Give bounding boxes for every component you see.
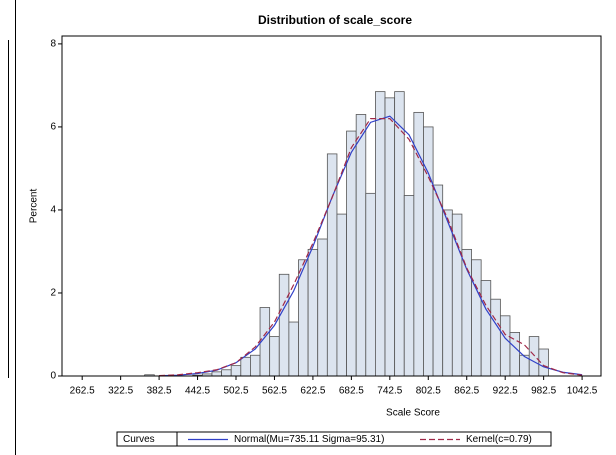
curve bbox=[159, 115, 583, 377]
bar bbox=[211, 371, 222, 377]
legend-label: Kernel(c=0.79) bbox=[466, 434, 532, 445]
bar bbox=[394, 91, 405, 377]
bar bbox=[413, 111, 424, 377]
x-tick-label: 922.5 bbox=[493, 386, 518, 397]
bar bbox=[278, 273, 290, 377]
bar bbox=[230, 365, 242, 377]
y-tick-label: 2 bbox=[50, 288, 56, 299]
y-axis-label: Percent bbox=[29, 189, 40, 224]
x-tick-label: 802.5 bbox=[416, 386, 441, 397]
bar bbox=[423, 126, 434, 377]
x-tick-label: 682.5 bbox=[339, 386, 364, 397]
bar bbox=[509, 332, 521, 377]
bar bbox=[499, 315, 511, 377]
bar bbox=[307, 248, 319, 377]
x-tick-label: 622.5 bbox=[300, 386, 325, 397]
x-tick-label: 502.5 bbox=[223, 386, 248, 397]
bar bbox=[240, 356, 251, 377]
bar bbox=[403, 195, 415, 377]
bar bbox=[490, 298, 501, 377]
x-axis-label: Scale Score bbox=[386, 408, 440, 419]
bar bbox=[432, 184, 444, 377]
bar bbox=[442, 209, 453, 377]
legend-box bbox=[116, 431, 552, 447]
bar bbox=[355, 114, 367, 377]
bar bbox=[269, 336, 280, 377]
bar bbox=[375, 91, 386, 377]
y-tick-label: 4 bbox=[50, 205, 56, 216]
bar bbox=[528, 336, 540, 377]
y-tick-label: 0 bbox=[50, 371, 56, 382]
x-tick-label: 742.5 bbox=[377, 386, 402, 397]
bar bbox=[250, 354, 261, 377]
bar bbox=[317, 238, 328, 377]
x-tick-label: 1042.5 bbox=[567, 386, 598, 397]
y-tick-label: 8 bbox=[50, 39, 56, 50]
legend-title: Curves bbox=[123, 434, 155, 445]
x-tick-label: 322.5 bbox=[108, 386, 133, 397]
legend-label: Normal(Mu=735.11 Sigma=95.31) bbox=[234, 434, 384, 445]
bar bbox=[471, 259, 482, 377]
y-tick-label: 6 bbox=[50, 122, 56, 133]
plot-frame bbox=[61, 35, 602, 377]
x-tick-label: 982.5 bbox=[531, 386, 556, 397]
bar bbox=[480, 280, 492, 377]
bar bbox=[365, 192, 376, 377]
x-tick-label: 442.5 bbox=[185, 386, 210, 397]
x-tick-label: 862.5 bbox=[454, 386, 479, 397]
bar bbox=[346, 130, 357, 377]
bar bbox=[384, 97, 396, 377]
bar bbox=[336, 213, 347, 377]
bar bbox=[288, 321, 299, 377]
x-tick-label: 562.5 bbox=[262, 386, 287, 397]
x-tick-label: 262.5 bbox=[70, 386, 95, 397]
curve bbox=[159, 118, 583, 377]
x-tick-label: 382.5 bbox=[147, 386, 172, 397]
chart-title: Distribution of scale_score bbox=[258, 13, 412, 27]
bar bbox=[221, 369, 232, 377]
